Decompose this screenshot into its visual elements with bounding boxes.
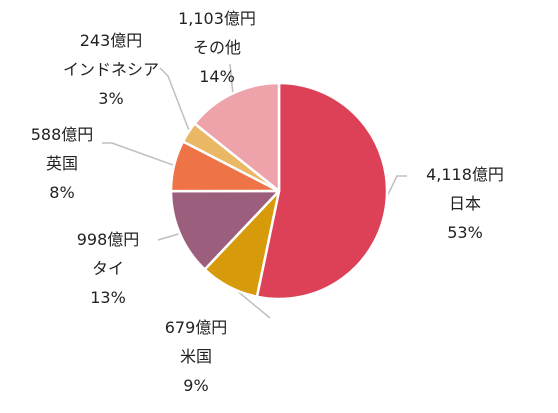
label-other-percent: 14% [199,67,235,86]
label-indonesia-name: インドネシア [62,60,160,79]
label-thailand-amount: 998億円 [76,230,140,249]
label-other-amount: 1,103億円 [178,9,256,28]
label-indonesia-amount: 243億円 [79,31,143,50]
leader-line-other [229,63,234,96]
label-thailand-name: タイ [91,259,125,278]
leader-line-japan [383,175,407,203]
label-japan-amount: 4,118億円 [426,165,504,184]
label-uk-name: 英国 [45,154,79,173]
pie-slice-other [193,81,281,193]
label-thailand: 998億円 タイ 13% [77,225,140,312]
leader-line-indonesia [159,67,191,134]
label-uk-amount: 588億円 [30,125,94,144]
label-other-name: その他 [192,38,241,57]
pie-slices [169,81,389,301]
leader-line-thailand [157,232,182,241]
label-us-amount: 679億円 [164,318,228,337]
label-us: 679億円 米国 9% [165,313,228,400]
label-japan-percent: 53% [447,223,483,242]
label-indonesia-percent: 3% [98,89,124,108]
label-us-percent: 9% [183,376,209,395]
label-indonesia: 243億円 インドネシア 3% [63,26,159,113]
pie-slice-japan [255,81,389,301]
label-us-name: 米国 [179,347,213,366]
label-other: 1,103億円 その他 14% [178,4,256,91]
label-japan: 4,118億円 日本 53% [426,160,504,247]
label-japan-name: 日本 [448,194,481,213]
leader-line-uk [102,142,177,167]
label-uk-percent: 8% [49,183,75,202]
label-thailand-percent: 13% [90,288,126,307]
pie-slice-thailand [169,189,281,271]
label-uk: 588億円 英国 8% [31,120,94,207]
